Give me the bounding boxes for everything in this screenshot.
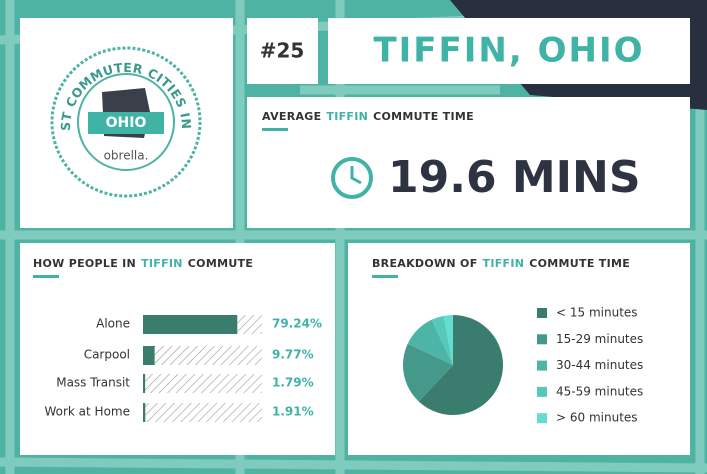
pie-slice bbox=[431, 315, 453, 365]
clock-icon bbox=[331, 157, 373, 199]
state-ribbon bbox=[88, 112, 164, 134]
legend-label: 45-59 minutes bbox=[556, 384, 643, 398]
legend-swatch bbox=[537, 386, 547, 397]
pie-slice bbox=[407, 319, 453, 365]
category-label: Work at Home bbox=[44, 405, 130, 419]
legend-label: < 15 minutes bbox=[556, 306, 638, 320]
chart-title: BREAKDOWN OF TIFFIN COMMUTE TIME bbox=[372, 257, 630, 270]
bar bbox=[143, 315, 238, 334]
title-part: BREAKDOWN OF bbox=[372, 257, 478, 270]
legend-swatch bbox=[537, 308, 547, 318]
average-value: 19.6 MINS bbox=[388, 152, 641, 203]
state-label: OHIO bbox=[106, 115, 147, 131]
pie-slice bbox=[418, 314, 503, 416]
average-title: AVERAGE TIFFIN COMMUTE TIME bbox=[262, 110, 474, 123]
legend-label: > 60 minutes bbox=[556, 411, 638, 425]
bar-track bbox=[143, 374, 262, 393]
value-label: 1.91% bbox=[272, 405, 314, 419]
pie-slice bbox=[443, 315, 453, 365]
badge-inner bbox=[77, 73, 175, 171]
title-part: COMMUTE TIME bbox=[373, 110, 474, 123]
title-panel bbox=[328, 18, 690, 84]
rank-panel bbox=[247, 18, 318, 84]
badge-ring bbox=[50, 46, 202, 198]
chart-title: HOW PEOPLE IN TIFFIN COMMUTE bbox=[33, 257, 253, 270]
pie-panel bbox=[348, 243, 690, 455]
title-part: TIFFIN bbox=[483, 257, 525, 270]
category-label: Mass Transit bbox=[56, 376, 130, 390]
legend-swatch bbox=[537, 360, 547, 371]
clock-hands bbox=[350, 166, 362, 185]
title-part: TIFFIN bbox=[326, 110, 368, 123]
legend-label: 15-29 minutes bbox=[556, 332, 643, 346]
category-label: Carpool bbox=[84, 348, 130, 362]
city-title: TIFFIN, OHIO bbox=[373, 31, 644, 71]
title-part: AVERAGE bbox=[262, 110, 321, 123]
rank: #25 bbox=[260, 39, 305, 63]
bar bbox=[143, 346, 155, 365]
bar bbox=[143, 403, 146, 422]
value-label: 9.77% bbox=[272, 348, 314, 362]
underline bbox=[33, 275, 59, 278]
title-part: COMMUTE bbox=[188, 257, 253, 270]
legend-swatch bbox=[537, 413, 547, 424]
pie-slice bbox=[402, 343, 453, 402]
value-label: 1.79% bbox=[272, 376, 314, 390]
bar bbox=[143, 374, 146, 393]
title-part: COMMUTE TIME bbox=[529, 257, 630, 270]
bar-track bbox=[143, 346, 262, 365]
legend-label: 30-44 minutes bbox=[556, 358, 643, 372]
legend-swatch bbox=[537, 334, 547, 345]
bar-track bbox=[143, 403, 262, 422]
underline bbox=[262, 128, 288, 131]
underline bbox=[372, 275, 398, 278]
value-label: 79.24% bbox=[272, 317, 322, 331]
title-part: TIFFIN bbox=[141, 257, 183, 270]
average-panel bbox=[247, 97, 690, 228]
category-label: Alone bbox=[96, 317, 130, 331]
brand: obrella. bbox=[104, 149, 149, 163]
title-part: HOW PEOPLE IN bbox=[33, 257, 136, 270]
